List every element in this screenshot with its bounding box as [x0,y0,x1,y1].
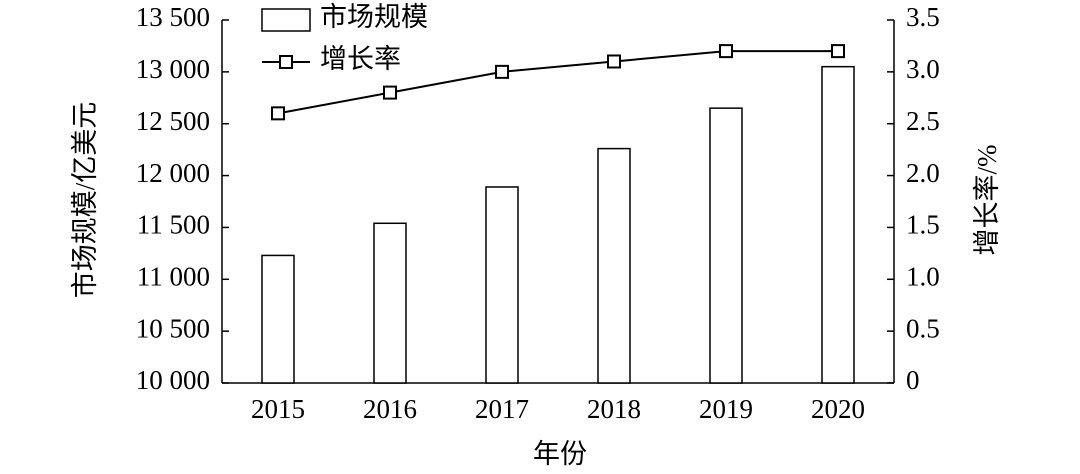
bar [485,186,519,384]
y2-tick-label: 1.0 [906,261,940,291]
legend-swatch [279,55,293,69]
y2-axis-title: 增长率/% [972,145,1002,256]
marker [607,54,621,69]
y-tick-label: 11 000 [137,261,210,291]
y-tick-label: 13 000 [136,54,210,84]
y2-tick-label: 3.0 [906,54,940,84]
x-tick-label: 2018 [587,394,641,424]
y-tick-label: 11 500 [137,210,210,240]
y2-tick-label: 2.0 [906,158,940,188]
bar [597,147,631,384]
y2-tick-label: 0.5 [906,313,940,343]
bar [709,107,743,384]
y2-tick-label: 3.5 [906,2,940,32]
y-tick-label: 13 500 [136,2,210,32]
legend-label: 市场规模 [320,2,428,32]
y2-tick-label: 1.5 [906,210,940,240]
bar [373,222,407,384]
y-tick-label: 12 500 [136,106,210,136]
y2-tick-label: 0 [906,365,920,395]
x-axis-title: 年份 [533,439,587,469]
x-tick-label: 2020 [811,394,865,424]
legend-label: 增长率 [320,44,401,74]
marker [271,106,285,121]
line [277,50,838,115]
y-tick-label: 10 500 [136,313,210,343]
x-tick-label: 2017 [475,394,529,424]
x-tick-label: 2016 [363,394,417,424]
marker [719,44,733,59]
legend-swatch [261,8,311,32]
y-axis-title: 市场规模/亿美元 [70,102,100,299]
x-tick-label: 2019 [699,394,753,424]
x-tick-label: 2015 [251,394,305,424]
marker [383,85,397,100]
y-tick-label: 12 000 [136,158,210,188]
y2-tick-label: 2.5 [906,106,940,136]
marker [831,44,845,59]
marker [495,64,509,79]
bar [821,65,855,384]
y-tick-label: 10 000 [136,365,210,395]
bar [261,254,295,384]
